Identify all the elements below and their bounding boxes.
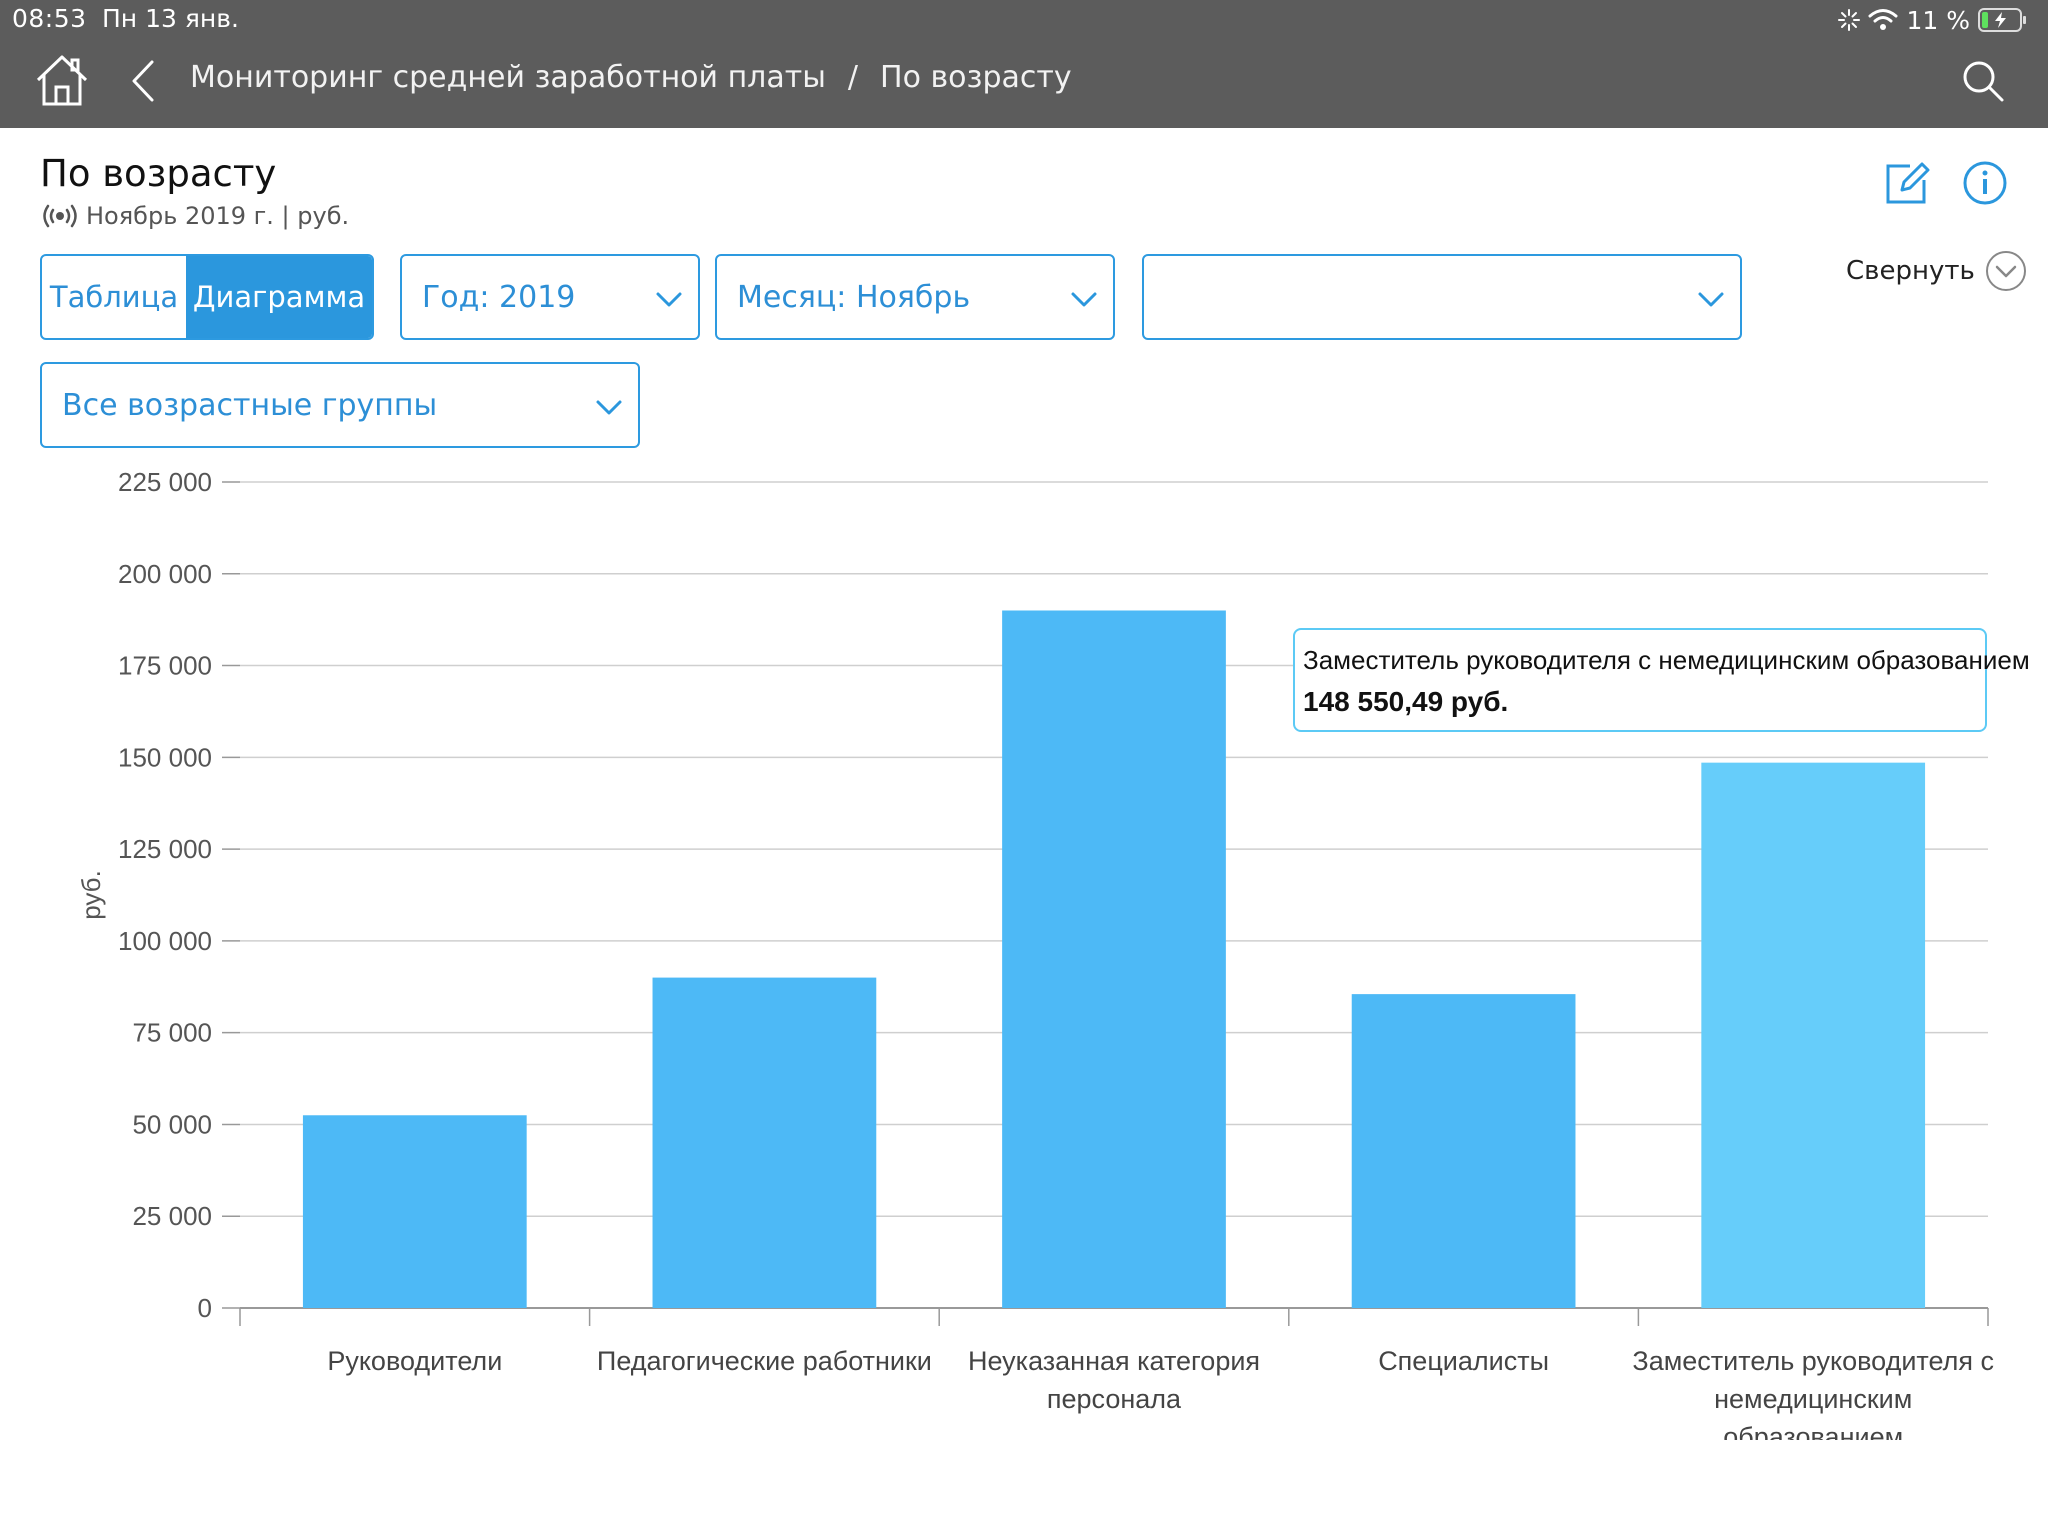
collapse-button[interactable]: Свернуть [1846, 250, 2027, 292]
x-category-label-line: образованием [1723, 1422, 1903, 1440]
battery-percent: 11 % [1906, 5, 1970, 35]
info-button[interactable] [1962, 160, 2008, 206]
tab-chart[interactable]: Диаграмма [186, 256, 372, 338]
home-button[interactable] [34, 52, 90, 108]
x-category-label-line: Неуказанная категория [968, 1346, 1260, 1376]
status-time: 08:53 [12, 4, 87, 33]
top-bar: 08:53 Пн 13 янв. 11 % [0, 0, 2048, 128]
chevron-down-circle-icon [1985, 251, 2026, 291]
back-button[interactable] [128, 58, 158, 104]
chevron-down-icon [1071, 292, 1097, 307]
edit-button[interactable] [1884, 160, 1930, 206]
tab-table[interactable]: Таблица [49, 280, 179, 314]
x-category-label: Специалисты [1378, 1346, 1549, 1376]
y-tick-label: 150 000 [118, 742, 212, 772]
chevron-down-icon [596, 400, 622, 415]
view-toggle: Таблица Диаграмма [40, 254, 374, 340]
breadcrumb-separator: / [847, 60, 859, 95]
x-category-label-line: Специалисты [1378, 1346, 1549, 1376]
y-tick-label: 200 000 [118, 559, 212, 589]
y-tick-label: 100 000 [118, 926, 212, 956]
chevron-down-icon [1698, 292, 1724, 307]
status-indicators: 11 % [1838, 2, 2028, 38]
y-tick-label: 25 000 [132, 1201, 212, 1231]
page-title: По возрасту [40, 152, 277, 195]
bar [1002, 610, 1226, 1308]
edit-icon [1886, 162, 1930, 204]
bar [652, 977, 877, 1308]
home-icon [36, 55, 88, 106]
info-icon [1963, 161, 2007, 205]
y-axis-title: руб. [76, 870, 106, 920]
tooltip-value: 148 550,49 руб. [1303, 686, 1509, 717]
chevron-left-icon [132, 60, 154, 102]
breadcrumb-current: По возрасту [880, 60, 1072, 95]
x-category-label-line: персонала [1047, 1384, 1182, 1414]
status-date: Пн 13 янв. [102, 4, 239, 33]
category-select[interactable] [1142, 254, 1742, 340]
year-select[interactable]: Год: 2019 [400, 254, 700, 340]
battery-charging-icon [1978, 8, 2026, 32]
bar-chart-svg: 0 25 000 50 000 75 000 100 000 125 000 150 000… [76, 467, 1994, 1440]
y-tick-label: 225 000 [118, 467, 212, 497]
x-category-label-line: Педагогические работники [597, 1346, 932, 1376]
age-group-select-value: Все возрастные группы [62, 387, 438, 423]
search-button[interactable] [1960, 58, 2006, 104]
x-category-label: Неуказанная категория персонала [968, 1346, 1260, 1414]
bar [1701, 762, 1926, 1308]
y-tick-label: 0 [198, 1293, 212, 1323]
y-tick-label: 175 000 [118, 651, 212, 681]
chevron-down-icon [656, 292, 682, 307]
subtitle-text: Ноябрь 2019 г. | руб. [86, 202, 350, 230]
age-group-select[interactable]: Все возрастные группы [40, 362, 640, 448]
x-category-label: Педагогические работники [597, 1346, 932, 1376]
x-category-label-line: немедицинским [1714, 1384, 1912, 1414]
x-category-label-line: Заместитель руководителя с [1632, 1346, 1994, 1376]
chart-tooltip: Заместитель руководителя с немедицинским… [1293, 628, 2030, 732]
x-category-label-line: Руководители [327, 1346, 502, 1376]
collapse-label: Свернуть [1846, 256, 1975, 286]
bar [1351, 994, 1576, 1308]
y-tick-label: 75 000 [132, 1018, 212, 1048]
year-select-value: Год: 2019 [422, 279, 576, 315]
y-tick-label: 125 000 [118, 834, 212, 864]
y-tick-label: 50 000 [132, 1109, 212, 1139]
x-category-label: Заместитель руководителя с немедицинским о… [1632, 1346, 1994, 1440]
bar-chart: 0 25 000 50 000 75 000 100 000 125 000 150 000… [0, 440, 2048, 1440]
tooltip-name: Заместитель руководителя с немедицинским… [1303, 645, 2030, 675]
month-select-value: Месяц: Ноябрь [737, 279, 971, 315]
month-select[interactable]: Месяц: Ноябрь [715, 254, 1115, 340]
breadcrumb-parent[interactable]: Мониторинг средней заработной платы [190, 60, 826, 95]
activity-icon [1838, 9, 1861, 31]
wifi-icon [1868, 9, 1898, 30]
search-icon [1963, 61, 2004, 102]
breadcrumb: Мониторинг средней заработной платы / По… [190, 60, 1072, 95]
bar [302, 1115, 527, 1308]
x-category-label: Руководители [327, 1346, 502, 1376]
page-subtitle: Ноябрь 2019 г. | руб. [40, 202, 349, 230]
broadcast-icon [43, 204, 77, 228]
